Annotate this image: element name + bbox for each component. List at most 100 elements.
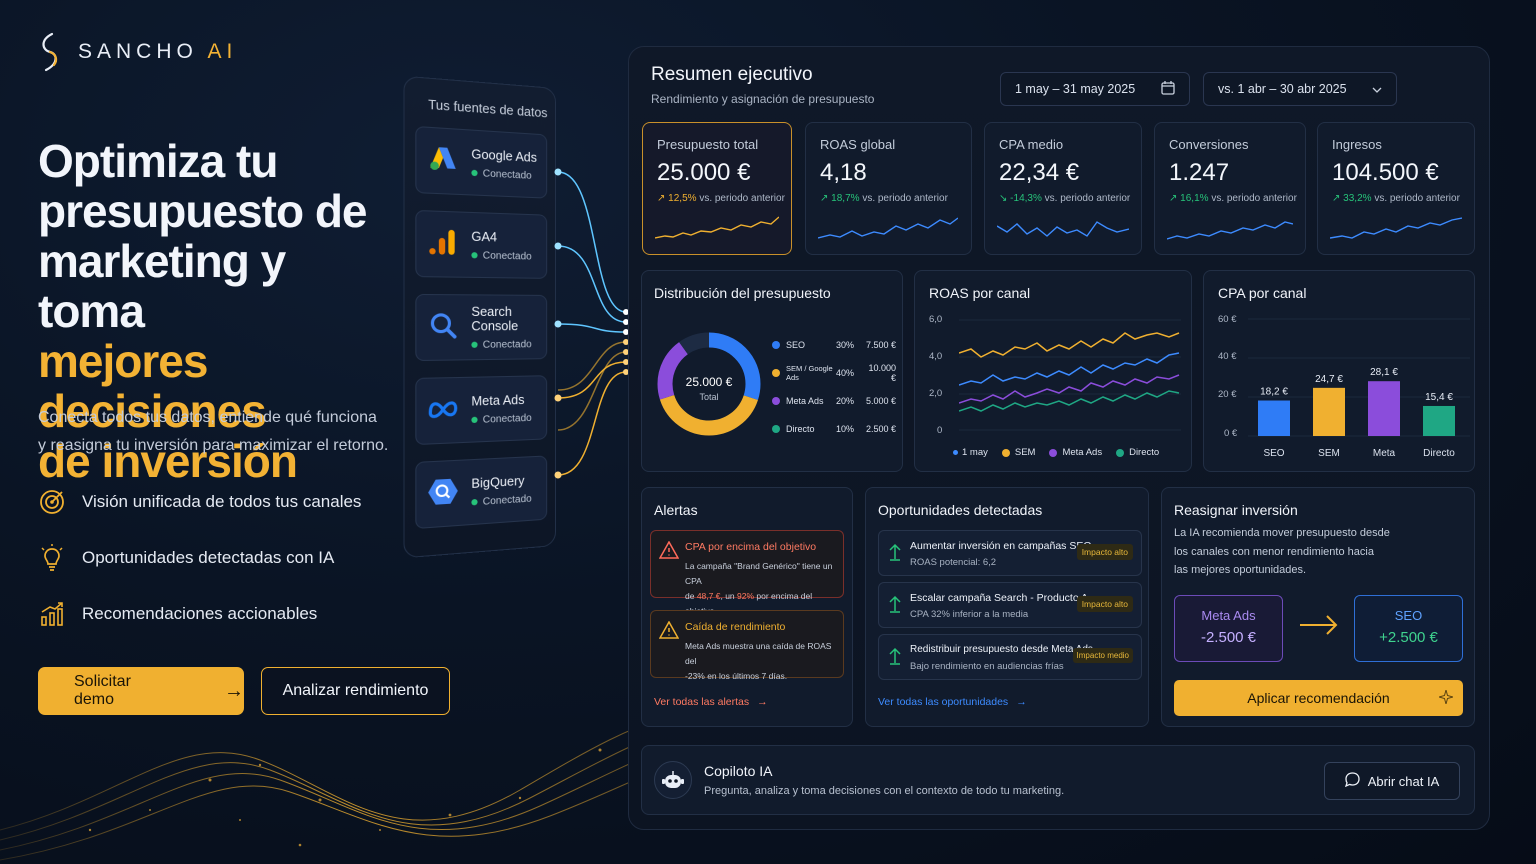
source-bigquery[interactable]: BigQuery Conectado [415,455,547,529]
kpi-value: 4,18 [820,159,867,187]
source-status: Conectado [483,250,532,262]
opportunity-title: Redistribuir presupuesto desde Meta Ads [910,644,1093,655]
bar-value-label: 15,4 € [1425,392,1453,403]
alert-item[interactable]: Caída de rendimiento Meta Ads muestra un… [650,610,844,678]
kpi-label: ROAS global [820,137,895,152]
kpi-label: Conversiones [1169,137,1249,152]
cpa-bar-meta[interactable] [1368,381,1400,436]
y-tick: 40 € [1218,351,1237,362]
kpi-label: Ingresos [1332,137,1382,152]
warning-icon [659,621,679,644]
opportunity-item[interactable]: Escalar campaña Search - Producto A CPA … [878,582,1142,628]
bar-value-label: 24,7 € [1315,374,1343,385]
legend-item: Directo [1116,447,1159,458]
hero-line: Optimiza tu [38,136,398,186]
card-title: Distribución del presupuesto [654,285,831,301]
copilot-subtitle: Pregunta, analiza y toma decisiones con … [704,785,1064,797]
kpi-delta: ↗ 33,2% vs. periodo anterior [1332,193,1460,204]
feature-label: Oportunidades detectadas con IA [82,548,334,568]
legend-item: Meta Ads [1049,447,1102,458]
opportunity-subtitle: CPA 32% inferior a la media [910,609,1028,620]
y-tick: 0 [937,425,942,436]
bigquery-icon [427,476,459,512]
button-label: Aplicar recomendación [1247,690,1389,706]
subtitle-line: Conecta todos tus datos, entiende qué fu… [38,404,398,432]
kpi-sparkline [655,214,779,244]
opportunity-item[interactable]: Redistribuir presupuesto desde Meta Ads … [878,634,1142,680]
ai-copilot-bar: Copiloto IA Pregunta, analiza y toma dec… [641,745,1475,815]
robot-icon [654,761,692,799]
kpi-delta: ↗ 16,1% vs. periodo anterior [1169,193,1297,204]
brand-logo[interactable]: SANCHO AI [36,32,237,72]
legend-row: SEO 30% 7.500 € [772,331,896,359]
reallocate-investment-card: Reasignar inversión La IA recomienda mov… [1161,487,1475,727]
hero-line: marketing y toma [38,236,398,336]
kpi-card-budget[interactable]: Presupuesto total 25.000 € ↗ 12,5% vs. p… [642,122,792,255]
arrow-right-icon: → [757,696,768,708]
impact-badge: Impacto medio [1073,648,1133,663]
source-connectors [540,130,640,510]
budget-legend: SEO 30% 7.500 € SEM / Google Ads 40% 10.000 … [772,331,896,443]
open-ai-chat-button[interactable]: Abrir chat IA [1324,762,1460,800]
source-google-ads[interactable]: Google Ads Conectado [415,126,547,199]
brand-name: SANCHO AI [78,40,237,64]
source-name: Google Ads [471,147,537,165]
legend-row: Meta Ads 20% 5.000 € [772,387,896,415]
view-all-alerts-link[interactable]: Ver todas las alertas → [654,696,768,708]
arrow-right-icon [1299,614,1339,641]
source-ga4[interactable]: GA4 Conectado [415,210,547,279]
ga4-icon [427,228,459,261]
kpi-sparkline [1167,214,1293,244]
dashboard-subtitle: Rendimiento y asignación de presupuesto [651,92,874,106]
kpi-delta: ↗ 12,5% vs. periodo anterior [657,193,785,204]
alert-item[interactable]: CPA por encima del objetivo La campaña "… [650,530,844,598]
date-range-picker[interactable]: 1 may – 31 may 2025 [1000,72,1190,106]
bar-growth-icon [38,600,66,628]
alerts-card: Alertas CPA por encima del objetivo La c… [641,487,853,727]
card-title: Oportunidades detectadas [878,502,1042,518]
opportunity-subtitle: ROAS potencial: 6,2 [910,557,996,568]
source-search-console[interactable]: Search Console Conectado [415,294,547,361]
roas-line-chart [959,319,1181,431]
source-meta-ads[interactable]: Meta Ads Conectado [415,375,547,445]
cpa-bar-chart: 18,2 €SEO24,7 €SEM28,1 €Meta15,4 €Direct… [1248,311,1470,466]
reallocate-to: SEO +2.500 € [1354,595,1463,662]
apply-recommendation-button[interactable]: Aplicar recomendación [1174,680,1463,716]
donut-center-value: 25.000 € [672,375,746,389]
request-demo-button[interactable]: Solicitar demo → [38,667,244,715]
chevron-down-icon [1372,82,1382,96]
button-label: Solicitar demo [74,673,174,709]
compare-range-value: vs. 1 abr – 30 abr 2025 [1218,82,1347,96]
card-title: Alertas [654,502,698,518]
arrow-up-icon [889,543,901,566]
cpa-bar-sem[interactable] [1313,388,1345,436]
kpi-card-roas[interactable]: ROAS global 4,18 ↗ 18,7% vs. periodo ant… [805,122,972,255]
kpi-card-revenue[interactable]: Ingresos 104.500 € ↗ 33,2% vs. periodo a… [1317,122,1475,255]
cpa-bar-seo[interactable] [1258,401,1290,436]
kpi-card-conversions[interactable]: Conversiones 1.247 ↗ 16,1% vs. periodo a… [1154,122,1306,255]
opportunity-item[interactable]: Aumentar inversión en campañas SEO ROAS … [878,530,1142,576]
reallocate-from: Meta Ads -2.500 € [1174,595,1283,662]
source-status: Conectado [483,493,532,507]
budget-distribution-card: Distribución del presupuesto 25.000 € To… [641,270,903,472]
cpa-bar-directo[interactable] [1423,406,1455,436]
kpi-card-cpa[interactable]: CPA medio 22,34 € ↘ -14,3% vs. periodo a… [984,122,1142,255]
arrow-up-icon [889,595,901,618]
kpi-label: Presupuesto total [657,137,758,152]
kpi-delta: ↗ 18,7% vs. periodo anterior [820,193,948,204]
feature-item: Recomendaciones accionables [38,600,317,628]
kpi-delta: ↘ -14,3% vs. periodo anterior [999,193,1130,204]
lightbulb-icon [38,544,66,572]
impact-badge: Impacto alto [1077,596,1133,612]
alert-body: Meta Ads muestra una caída de ROAS del -2… [685,639,841,684]
to-amount: +2.500 € [1355,629,1462,646]
analyze-performance-button[interactable]: Analizar rendimiento [261,667,450,715]
donut-center-label: Total [672,392,746,402]
y-tick: 4,0 [929,351,942,362]
opportunity-title: Aumentar inversión en campañas SEO [910,540,1092,552]
compare-range-select[interactable]: vs. 1 abr – 30 abr 2025 [1203,72,1397,106]
y-tick: 6,0 [929,314,942,325]
legend-row: SEM / Google Ads 40% 10.000 € [772,359,896,387]
view-all-opportunities-link[interactable]: Ver todas las oportunidades → [878,696,1027,708]
y-tick: 2,0 [929,388,942,399]
